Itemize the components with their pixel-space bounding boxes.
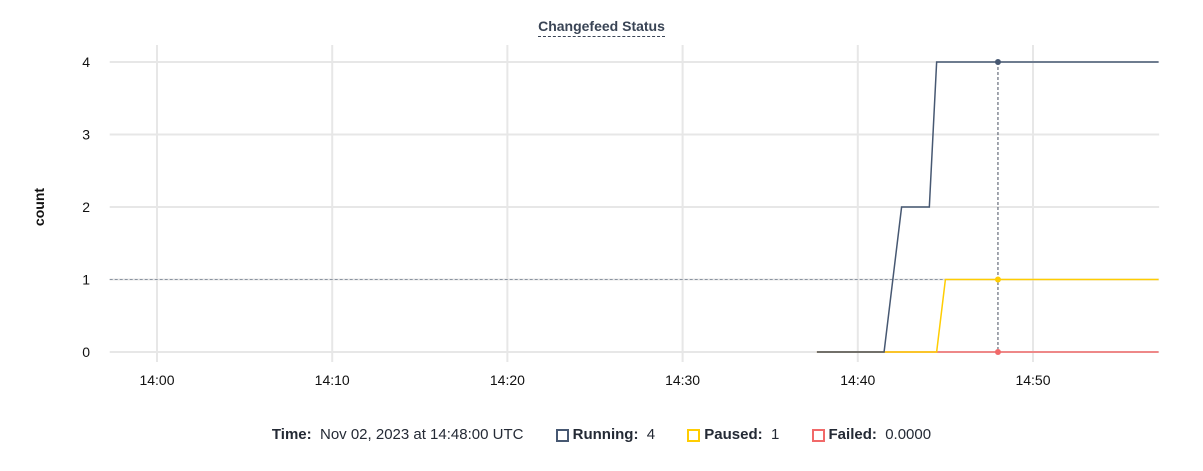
y-axis-label: count: [31, 188, 47, 226]
legend-failed[interactable]: Failed: 0.0000: [811, 425, 932, 443]
y-tick-label: 1: [82, 272, 90, 288]
crosshair-point-running: [994, 59, 1001, 65]
x-tick-label: 14:40: [840, 372, 875, 388]
legend-running[interactable]: Running: 4: [555, 425, 656, 443]
x-tick-label: 14:10: [315, 372, 350, 388]
paused-label: Paused:: [704, 425, 763, 443]
paused-swatch: [687, 428, 701, 442]
x-tick-label: 14:30: [665, 372, 700, 388]
y-tick-label: 0: [82, 344, 90, 360]
y-tick-label: 4: [82, 54, 90, 70]
chart-title[interactable]: Changefeed Status: [538, 18, 665, 37]
failed-swatch: [811, 428, 825, 442]
legend-time: Time: Nov 02, 2023 at 14:48:00 UTC: [272, 426, 524, 443]
paused-value: 1: [771, 425, 780, 443]
y-tick-label: 2: [82, 199, 90, 215]
time-label: Time:: [271, 425, 312, 443]
series-line-running: [816, 61, 1159, 353]
running-label: Running:: [572, 425, 639, 443]
crosshair-point-failed: [994, 349, 1001, 355]
series-line-paused: [816, 278, 1159, 353]
legend-paused[interactable]: Paused: 1: [687, 426, 779, 443]
failed-value: 0.0000: [885, 425, 932, 443]
legend: Time: Nov 02, 2023 at 14:48:00 UTC Runni…: [0, 425, 1203, 443]
failed-label: Failed:: [828, 425, 877, 443]
x-tick-label: 14:50: [1015, 372, 1050, 388]
running-swatch: [555, 428, 569, 442]
y-tick-label: 3: [82, 127, 90, 143]
crosshair-point-paused: [994, 276, 1001, 283]
x-tick-label: 14:20: [490, 372, 525, 388]
time-value: Nov 02, 2023 at 14:48:00 UTC: [319, 425, 524, 443]
running-value: 4: [646, 425, 656, 443]
chart-title-wrap: Changefeed Status: [0, 18, 1203, 37]
x-tick-label: 14:00: [139, 372, 174, 388]
